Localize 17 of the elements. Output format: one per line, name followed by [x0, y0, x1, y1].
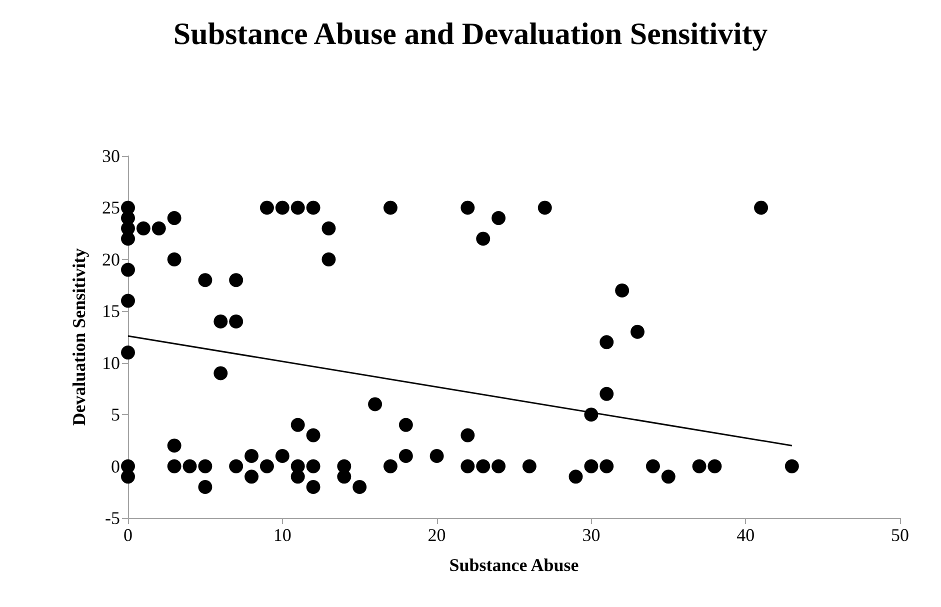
y-tick-label: 30 [102, 146, 120, 166]
x-axis-title: Substance Abuse [449, 555, 579, 575]
y-tick-label: -5 [105, 508, 120, 528]
x-tick-label: 20 [428, 525, 446, 545]
y-tick-label: 0 [111, 456, 120, 476]
chart-title: Substance Abuse and Devaluation Sensitivity [172, 15, 769, 53]
y-tick-label: 15 [102, 301, 120, 322]
x-tick-label: 50 [891, 525, 909, 545]
x-tick-label: 40 [736, 525, 755, 545]
x-tick-label: 10 [273, 525, 292, 545]
y-tick-label: 10 [102, 352, 120, 373]
y-tick-label: 25 [102, 198, 120, 218]
y-tick-label: 5 [111, 404, 120, 425]
x-tick-label: 0 [124, 525, 132, 545]
x-tick-label: 30 [582, 525, 600, 545]
y-axis-title: Devaluation Sensitivity [69, 248, 89, 426]
y-tick-label: 20 [102, 249, 120, 270]
